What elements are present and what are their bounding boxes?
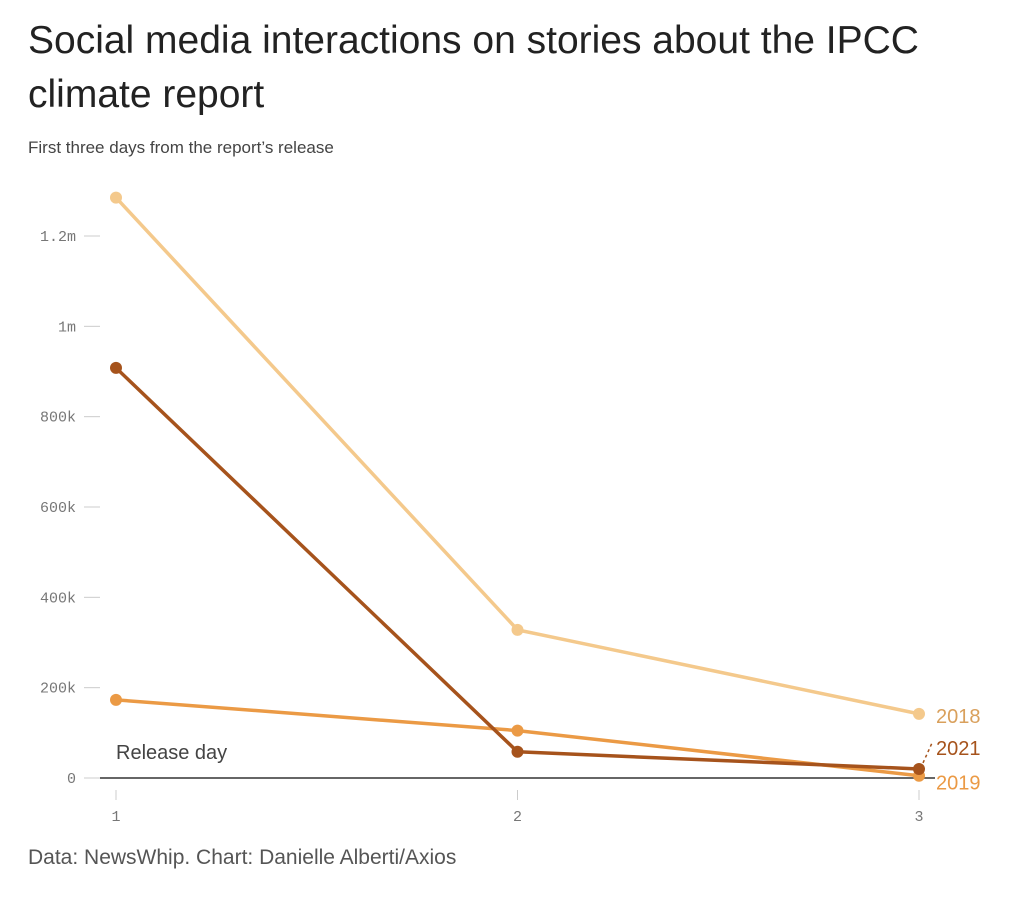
- x-axis: 1 2 3: [111, 790, 924, 826]
- data-point-2018: [511, 623, 524, 636]
- y-tick-label: 600k: [40, 500, 76, 517]
- chart-title: Social media interactions on stories abo…: [28, 19, 919, 116]
- y-axis: 0 200k 400k 600k 800k 1m 1.2m: [40, 229, 935, 788]
- data-point-2021: [511, 745, 524, 758]
- data-point-2018: [913, 707, 925, 720]
- source-credit: Data: NewsWhip. Chart: Danielle Alberti/…: [28, 846, 457, 869]
- series-label-2021: 2021: [936, 738, 981, 760]
- leader-line-2021: [922, 742, 933, 764]
- x-tick-label: 3: [914, 809, 923, 826]
- series-lines: [114, 195, 921, 778]
- series-labels: 2018 2021 2019: [922, 706, 981, 795]
- series-points: [110, 191, 925, 782]
- data-point-2021: [913, 762, 925, 775]
- chart-subtitle: First three days from the report’s relea…: [28, 138, 334, 157]
- x-tick-label: 1: [111, 809, 120, 826]
- y-tick-label: 1.2m: [40, 229, 76, 246]
- annotation-release-day: Release day: [116, 742, 227, 764]
- data-point-2019: [511, 724, 524, 737]
- series-label-2018: 2018: [936, 706, 981, 728]
- data-point-2021: [110, 361, 122, 374]
- data-point-2018: [110, 191, 122, 204]
- data-point-2019: [110, 693, 122, 706]
- y-tick-label: 0: [67, 771, 76, 788]
- annotations: Release day: [116, 742, 227, 764]
- y-tick-label: 800k: [40, 410, 76, 427]
- y-tick-label: 200k: [40, 681, 76, 698]
- series-label-2019: 2019: [936, 773, 981, 795]
- x-tick-label: 2: [513, 809, 522, 826]
- y-tick-label: 400k: [40, 590, 76, 607]
- series-line-2018: [114, 195, 921, 716]
- y-tick-label: 1m: [58, 319, 76, 336]
